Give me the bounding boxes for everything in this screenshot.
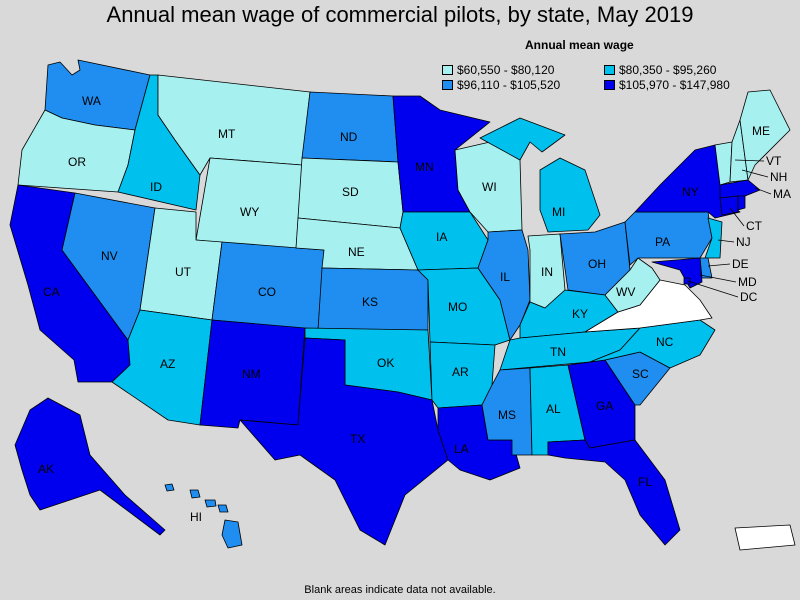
label-WI: WI [482, 180, 497, 194]
leader-VT [734, 159, 765, 162]
label-FL: FL [638, 475, 652, 489]
leader-DC [687, 280, 739, 298]
label-KS: KS [362, 295, 378, 309]
state-CT[interactable] [719, 195, 739, 216]
label-ME: ME [752, 124, 770, 138]
label-GA: GA [596, 399, 613, 413]
label-NM: NM [242, 367, 261, 381]
legend-label-tier1: $60,550 - $80,120 [457, 62, 555, 77]
state-WY[interactable] [195, 157, 303, 251]
label-WA: WA [82, 94, 101, 108]
leader-MD [699, 274, 737, 283]
label-NC: NC [656, 335, 674, 349]
label-MN: MN [415, 160, 434, 174]
label-OH: OH [588, 257, 606, 271]
legend-label-tier2: $80,350 - $95,260 [619, 62, 717, 77]
label-ND: ND [340, 130, 358, 144]
label-NJ: NJ [736, 235, 751, 249]
state-IL[interactable] [477, 229, 531, 341]
label-WV: WV [616, 285, 635, 299]
state-AK[interactable] [14, 397, 166, 536]
label-OR: OR [68, 155, 86, 169]
label-IN: IN [541, 265, 553, 279]
label-AK: AK [38, 462, 54, 476]
state-PR[interactable] [734, 524, 796, 551]
label-NY: NY [682, 185, 699, 199]
state-RI[interactable] [737, 195, 746, 211]
label-CT: CT [746, 219, 763, 233]
leader-NJ [717, 239, 735, 243]
label-SC: SC [632, 367, 649, 381]
label-CA: CA [43, 285, 60, 299]
label-SD: SD [342, 185, 359, 199]
label-MO: MO [448, 300, 467, 314]
label-DC: DC [740, 290, 758, 304]
label-MI: MI [552, 205, 565, 219]
label-ID: ID [150, 180, 162, 194]
label-leaders [687, 159, 772, 298]
label-DE: DE [732, 257, 749, 271]
legend-label-tier3: $96,110 - $105,520 [457, 77, 561, 92]
legend-swatch-tier1 [442, 64, 453, 75]
label-MS: MS [498, 408, 516, 422]
leader-DE [707, 263, 731, 267]
footnote: Blank areas indicate data not available. [304, 584, 496, 596]
state-labels: WA OR CA ID NV MT WY UT AZ CO NM ND SD N… [38, 94, 791, 524]
label-AL: AL [546, 402, 561, 416]
state-WV[interactable] [604, 257, 661, 313]
label-NE: NE [348, 245, 365, 259]
label-MA: MA [773, 187, 791, 201]
state-ND[interactable] [301, 91, 399, 163]
state-TX[interactable] [239, 337, 449, 546]
label-TX: TX [350, 432, 365, 446]
map-title: Annual mean wage of commercial pilots, b… [106, 2, 694, 27]
leader-NH [741, 169, 769, 178]
label-CO: CO [258, 285, 276, 299]
label-IL: IL [500, 270, 510, 284]
state-NJ[interactable] [704, 217, 723, 259]
label-UT: UT [175, 265, 192, 279]
legend-item-tier1: $60,550 - $80,120 [442, 62, 604, 77]
label-VT: VT [766, 154, 782, 168]
label-NH: NH [770, 170, 787, 184]
state-FL[interactable] [547, 439, 681, 546]
label-WY: WY [240, 205, 259, 219]
label-HI: HI [190, 510, 202, 524]
state-HI[interactable] [164, 483, 243, 549]
state-MI[interactable] [479, 117, 601, 233]
leader-MA [754, 187, 772, 195]
label-TN: TN [550, 345, 566, 359]
label-MT: MT [218, 127, 236, 141]
leader-CT [729, 207, 745, 227]
label-IA: IA [436, 230, 447, 244]
label-PA: PA [655, 235, 670, 249]
state-DC[interactable] [683, 277, 691, 285]
legend-item-tier3: $96,110 - $105,520 [442, 77, 604, 92]
legend-swatch-tier2 [604, 64, 615, 75]
label-KY: KY [572, 307, 588, 321]
legend-title: Annual mean wage [525, 38, 634, 52]
label-NV: NV [101, 249, 118, 263]
state-MA[interactable] [719, 179, 761, 199]
legend-item-tier2: $80,350 - $95,260 [604, 62, 766, 77]
legend: $60,550 - $80,120 $80,350 - $95,260 $96,… [442, 62, 772, 92]
label-AR: AR [452, 365, 469, 379]
label-OK: OK [377, 356, 394, 370]
legend-label-tier4: $105,970 - $147,980 [619, 77, 730, 92]
label-MD: MD [738, 275, 757, 289]
legend-swatch-tier3 [442, 79, 453, 90]
legend-swatch-tier4 [604, 79, 615, 90]
state-KS[interactable] [317, 267, 429, 331]
label-LA: LA [454, 442, 469, 456]
legend-item-tier4: $105,970 - $147,980 [604, 77, 766, 92]
label-AZ: AZ [160, 357, 175, 371]
